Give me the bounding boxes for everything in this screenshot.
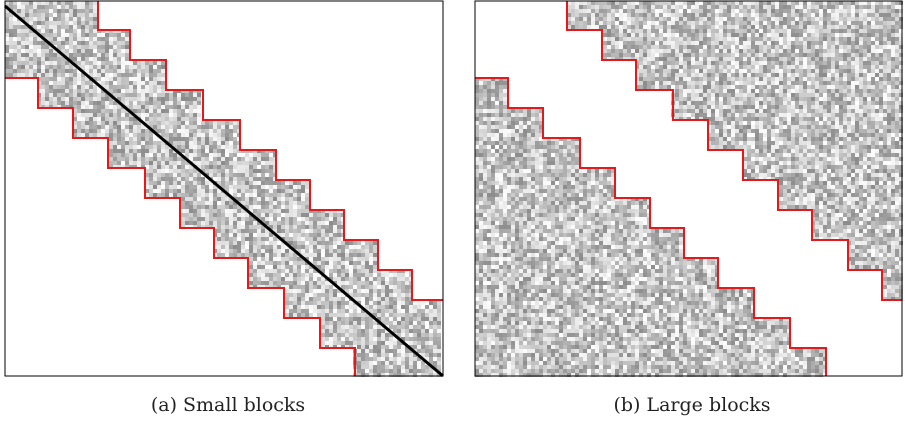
upper-band-staircase xyxy=(97,1,443,301)
panel-large-blocks xyxy=(470,0,905,378)
caption-large-blocks: (b) Large blocks xyxy=(613,394,771,416)
lower-band-staircase xyxy=(5,77,356,376)
panel-small-blocks xyxy=(0,0,445,378)
sparsity-pattern-noise xyxy=(475,1,903,377)
matrix-plot-large-blocks xyxy=(474,0,903,377)
upper-band-staircase xyxy=(566,1,902,301)
lower-band-staircase xyxy=(475,77,827,376)
main-diagonal-line xyxy=(4,4,444,378)
sparsity-pattern-noise xyxy=(5,1,441,377)
matrix-plot-small-blocks xyxy=(4,0,444,378)
caption-small-blocks: (a) Small blocks xyxy=(150,394,306,416)
plot-border xyxy=(474,0,903,377)
plot-border xyxy=(4,0,444,377)
